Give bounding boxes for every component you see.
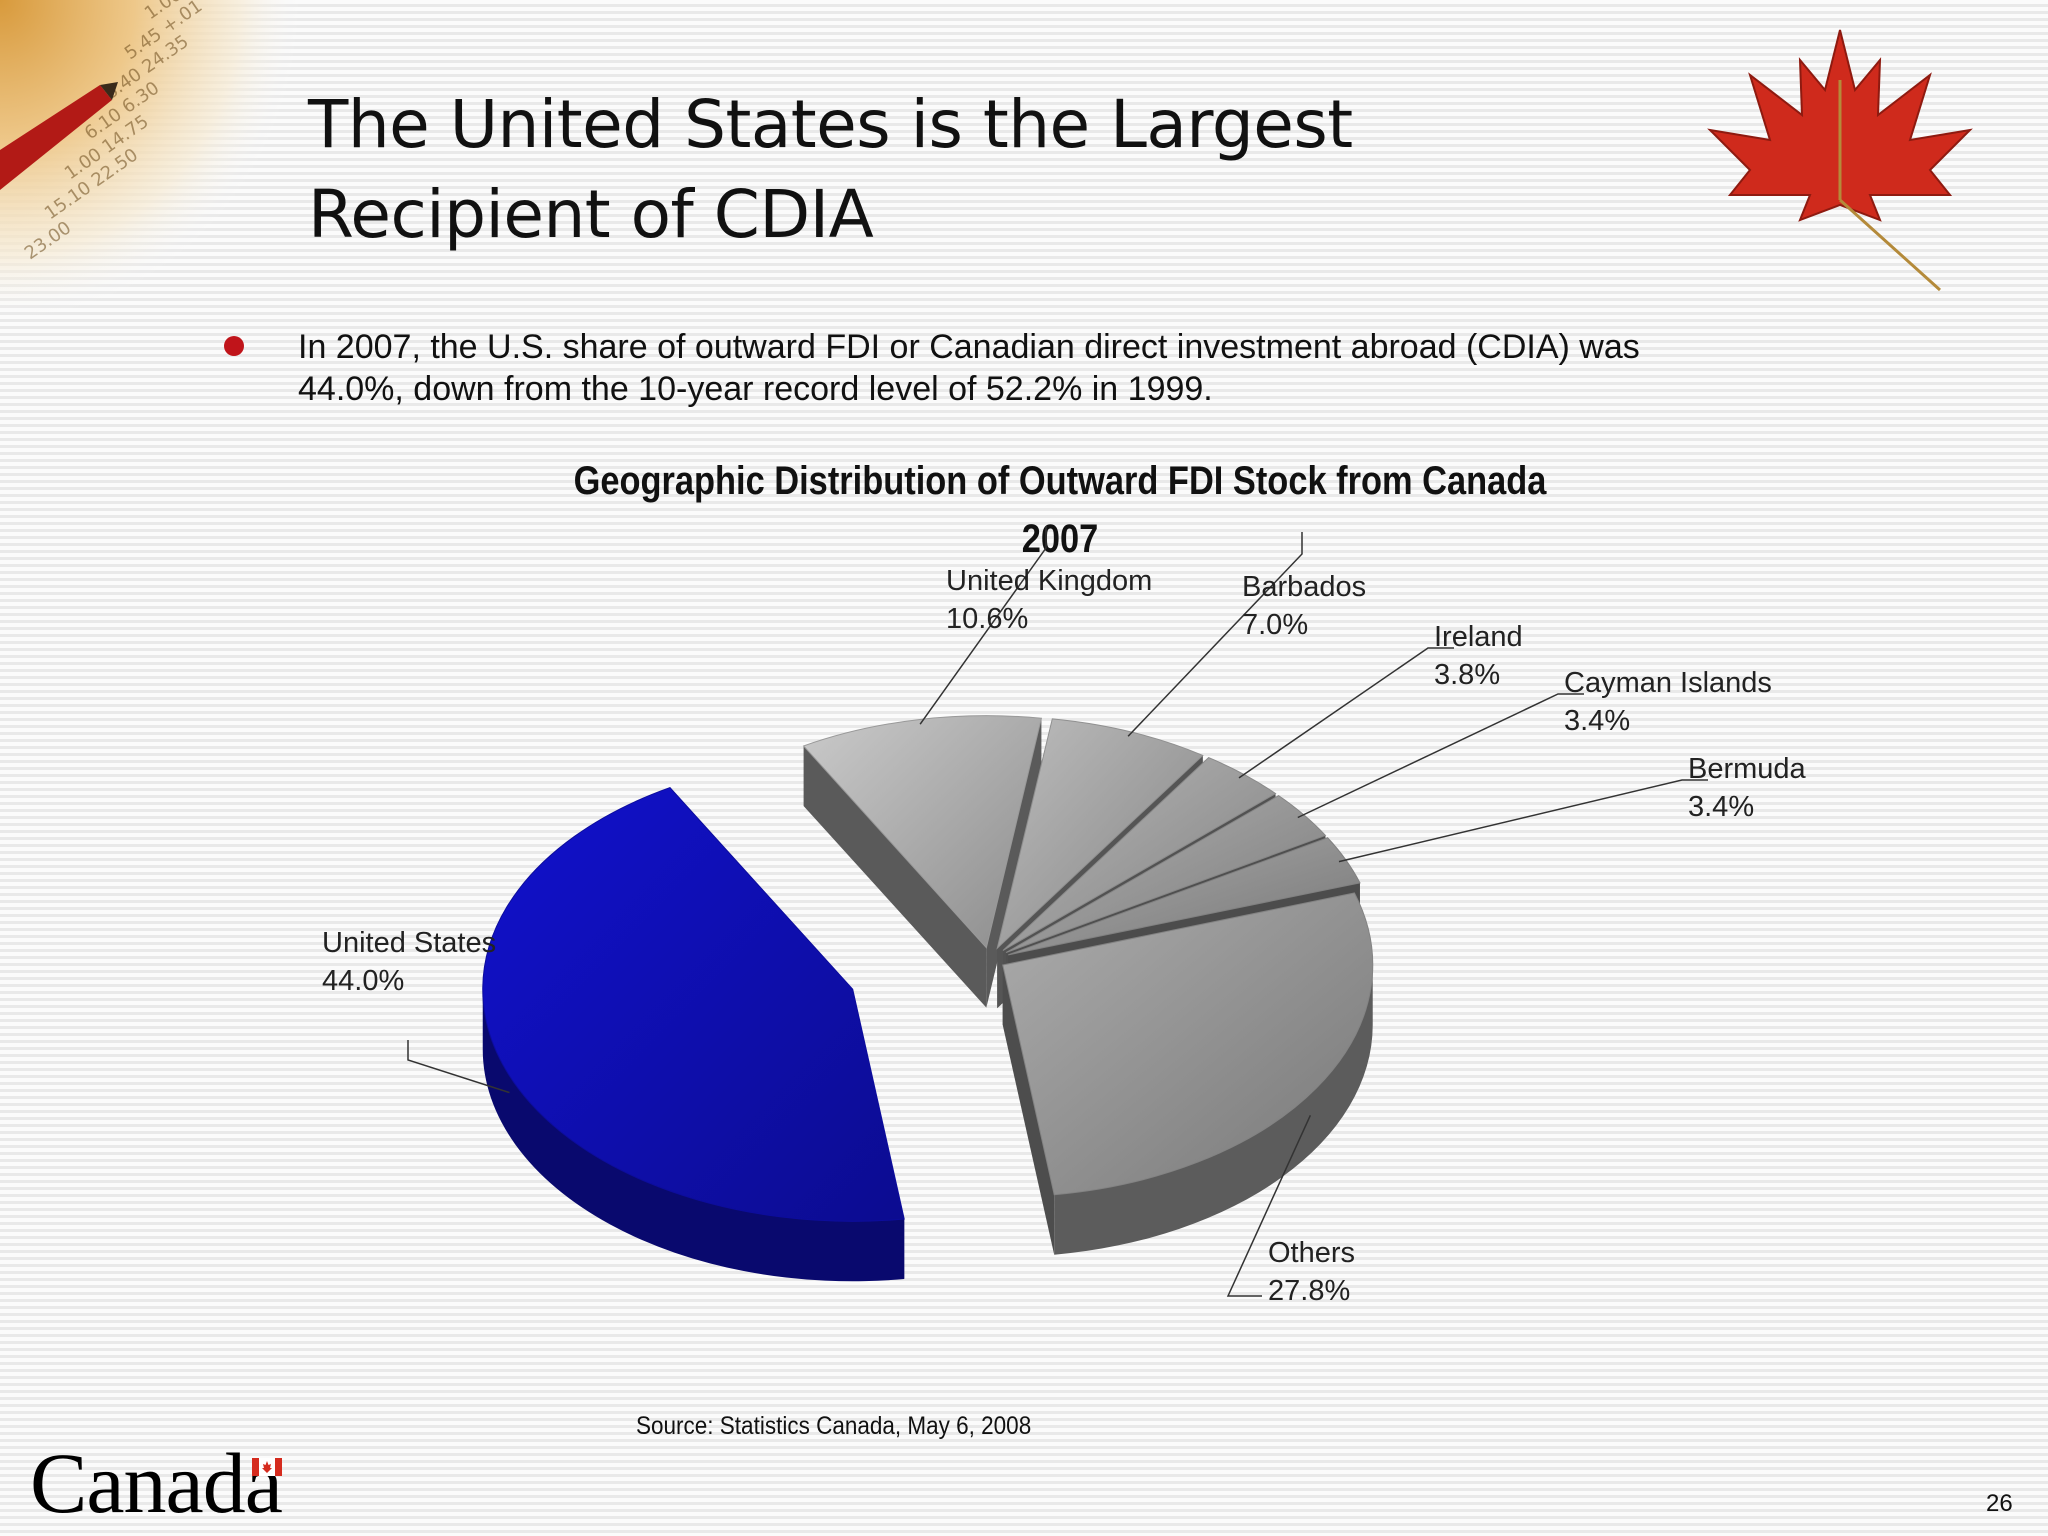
pen-financial-figures-image: 1.00 0.00 5.45 +.01 8.40 24.35 6.10 6.30… xyxy=(0,0,300,320)
slice-label-value: 3.4% xyxy=(1688,791,1754,823)
pie-slice-wall xyxy=(803,745,987,1008)
pie-slice-rim xyxy=(482,989,905,1282)
slice-label-value: 3.4% xyxy=(1564,705,1630,737)
leader-line xyxy=(407,1040,510,1094)
slide-title-line1: The United States is the Largest xyxy=(308,86,1353,163)
leader-line xyxy=(1238,647,1454,779)
slice-label-name: Bermuda xyxy=(1688,753,1807,785)
bullet-line2: 44.0%, down from the 10-year record leve… xyxy=(298,370,1213,408)
slice-label-name: Others xyxy=(1268,1237,1355,1269)
page-number: 26 xyxy=(1986,1490,2013,1517)
slide-title: The United States is the Largest Recipie… xyxy=(308,80,1608,260)
source-note: Source: Statistics Canada, May 6, 2008 xyxy=(636,1412,1032,1440)
slice-label-value: 44.0% xyxy=(322,965,404,997)
pie-slice-top xyxy=(1002,892,1374,1196)
pie-slice-top xyxy=(802,715,1043,949)
leader-line xyxy=(1338,779,1708,863)
slice-label-name: Ireland xyxy=(1434,621,1523,653)
pie-slice-top xyxy=(996,718,1204,950)
slice-label-name: Barbados xyxy=(1242,571,1366,603)
leader-line xyxy=(1127,532,1303,737)
leader-line xyxy=(1297,693,1584,819)
bullet-text: In 2007, the U.S. share of outward FDI o… xyxy=(298,326,1798,410)
pie-slice-others xyxy=(1002,892,1374,1255)
canada-wordmark: Canadä xyxy=(30,1435,283,1531)
slice-label-value: 3.8% xyxy=(1434,659,1500,691)
bullet-dot xyxy=(224,336,244,356)
bullet-line1: In 2007, the U.S. share of outward FDI o… xyxy=(298,328,1640,366)
leader-line xyxy=(919,526,1047,725)
canada-flag-icon xyxy=(252,1458,282,1476)
pie-slice-wall xyxy=(1002,964,1055,1255)
maple-leaf-icon xyxy=(1707,29,1973,292)
pie-slice-united-states xyxy=(482,786,905,1282)
slice-label-name: Cayman Islands xyxy=(1564,667,1772,699)
chart-subtitle: 2007 xyxy=(1021,517,1099,561)
pie-slice-top xyxy=(482,786,905,1222)
slice-label-value: 7.0% xyxy=(1242,609,1308,641)
slice-label-value: 27.8% xyxy=(1268,1275,1350,1307)
slide-title-line2: Recipient of CDIA xyxy=(308,176,874,253)
leader-line xyxy=(1226,1115,1312,1297)
chart-title: Geographic Distribution of Outward FDI S… xyxy=(510,452,1611,568)
slice-label-value: 10.6% xyxy=(946,603,1028,635)
chart-title-main: Geographic Distribution of Outward FDI S… xyxy=(573,459,1547,503)
slice-label-name: United Kingdom xyxy=(946,565,1152,597)
slice-label-name: United States xyxy=(322,927,496,959)
